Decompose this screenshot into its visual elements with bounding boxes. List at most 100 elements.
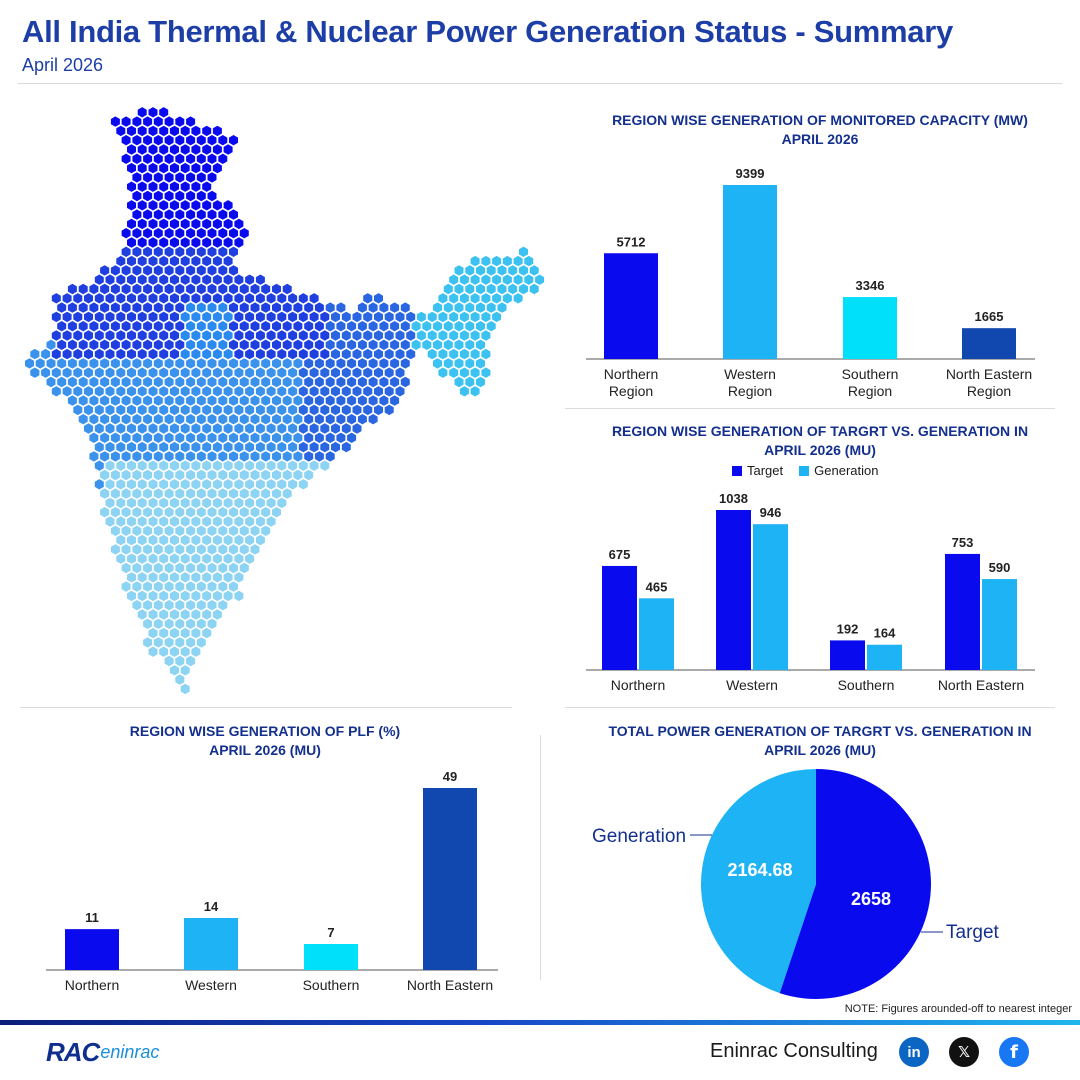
map-hex-641 <box>465 376 475 388</box>
map-hex-166 <box>513 255 523 267</box>
map-hex-1115 <box>164 618 174 629</box>
map-hex-982 <box>137 516 147 527</box>
map-hex-279 <box>57 302 67 313</box>
map-hex-521 <box>449 348 459 360</box>
map-hex-862 <box>304 451 314 462</box>
map-hex-730 <box>298 404 308 416</box>
linkedin-icon[interactable]: in <box>899 1037 929 1067</box>
map-hex-110 <box>180 218 190 230</box>
map-hex-772 <box>137 423 147 434</box>
chart3-bar-1 <box>184 918 238 970</box>
chart3-title-line1: REGION WISE GENERATION OF PLF (%) <box>129 723 401 739</box>
map-hex-835 <box>277 441 287 453</box>
map-hex-435 <box>416 330 426 341</box>
map-hex-867 <box>116 460 126 471</box>
map-hex-932 <box>153 488 163 499</box>
map-hex-372 <box>186 321 196 332</box>
map-hex-1037 <box>250 544 260 555</box>
map-hex-533 <box>110 358 120 369</box>
chart2-bar-1-1 <box>753 524 788 670</box>
map-hex-540 <box>186 358 196 369</box>
map-hex-780 <box>223 423 233 434</box>
map-hex-513 <box>352 348 362 360</box>
map-hex-1089 <box>169 590 179 602</box>
map-hex-548 <box>272 358 281 369</box>
logo-wordmark: eninrac <box>100 1041 160 1062</box>
map-hex-108 <box>159 218 169 230</box>
map-hex-859 <box>272 451 281 462</box>
map-hex-304 <box>325 302 335 313</box>
map-hex-120 <box>164 228 174 239</box>
map-hex-509 <box>309 348 319 360</box>
map-hex-882 <box>277 460 287 471</box>
map-hex-899 <box>229 469 238 481</box>
map-hex-963 <box>110 507 120 518</box>
map-hex-667 <box>309 386 319 397</box>
map-hex-936 <box>196 488 206 499</box>
map-hex-53 <box>137 162 147 174</box>
map-hex-359 <box>492 311 502 323</box>
map-hex-560 <box>400 358 410 369</box>
map-hex-602 <box>449 367 459 378</box>
legend-label-target: Target <box>747 463 784 478</box>
map-hex-713 <box>116 404 126 416</box>
map-hex-790 <box>331 423 340 434</box>
map-hex-103 <box>218 209 228 220</box>
map-hex-371 <box>175 321 185 332</box>
map-hex-634 <box>347 376 357 388</box>
x-icon[interactable]: 𝕏 <box>949 1037 979 1067</box>
map-hex-1053 <box>143 562 153 574</box>
map-hex-364 <box>100 321 110 332</box>
map-hex-578 <box>159 367 169 378</box>
page-subtitle: April 2026 <box>22 55 104 75</box>
map-hex-957 <box>234 497 244 509</box>
map-hex-114 <box>223 218 233 230</box>
map-hex-1109 <box>180 609 190 620</box>
facebook-icon[interactable]: f <box>999 1037 1029 1067</box>
map-hex-609 <box>78 376 88 388</box>
map-hex-588 <box>266 367 276 378</box>
map-hex-636 <box>368 376 378 388</box>
map-hex-216 <box>89 283 99 295</box>
map-hex-655 <box>180 386 190 397</box>
map-hex-445 <box>78 339 88 350</box>
map-hex-229 <box>229 283 238 295</box>
map-hex-879 <box>245 460 255 471</box>
map-hex-239 <box>486 283 496 295</box>
chart2-title-line2: APRIL 2026 (MU) <box>764 442 876 458</box>
map-hex-501 <box>223 348 233 360</box>
map-hex-651 <box>137 386 147 397</box>
map-hex-400 <box>486 321 496 332</box>
map-hex-766 <box>368 414 378 425</box>
eninrac-logo[interactable]: RAC eninrac <box>46 1037 159 1067</box>
map-hex-721 <box>202 404 212 416</box>
map-hex-516 <box>384 348 394 360</box>
map-hex-558 <box>379 358 389 369</box>
map-hex-646 <box>84 386 93 397</box>
map-hex-777 <box>191 423 201 434</box>
map-hex-410 <box>148 330 158 341</box>
map-hex-345 <box>341 311 351 323</box>
map-hex-590 <box>288 367 298 378</box>
map-hex-59 <box>202 162 212 174</box>
map-hex-1141 <box>180 665 190 676</box>
map-hex-138 <box>234 237 244 248</box>
map-hex-1136 <box>191 646 201 657</box>
map-hex-9 <box>175 116 185 127</box>
map-hex-236 <box>454 283 464 295</box>
map-hex-288 <box>153 302 163 313</box>
map-hex-1072 <box>223 572 233 583</box>
map-hex-704 <box>347 395 357 406</box>
map-hex-213 <box>535 274 545 285</box>
map-hex-1077 <box>153 581 163 592</box>
map-hex-142 <box>153 246 163 257</box>
map-hex-743 <box>121 414 131 425</box>
chart3-title-line2: APRIL 2026 (MU) <box>209 742 321 758</box>
map-hex-454 <box>175 339 185 350</box>
map-hex-392 <box>400 321 410 332</box>
map-hex-457 <box>207 339 217 350</box>
map-hex-24 <box>153 135 163 146</box>
map-hex-916 <box>191 479 201 490</box>
map-hex-91 <box>191 200 201 211</box>
map-hex-313 <box>454 302 464 313</box>
